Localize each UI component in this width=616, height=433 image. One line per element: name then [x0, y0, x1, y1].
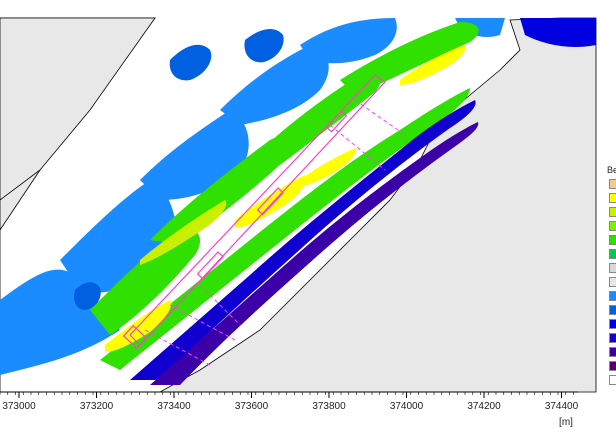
legend-swatch: [609, 263, 616, 273]
legend-swatch: [609, 291, 616, 301]
legend-swatch: [609, 375, 616, 385]
x-axis-tick-label: 373000: [2, 401, 36, 412]
legend-title: Be: [607, 165, 616, 175]
legend-swatch: [609, 221, 616, 231]
legend-swatch: [609, 207, 616, 217]
legend-swatch: [609, 193, 616, 203]
yellow-crests: [105, 45, 466, 352]
x-axis-tick-label: 373400: [157, 401, 191, 412]
legend-swatch: [609, 305, 616, 315]
x-axis-tick-label: 373600: [235, 401, 269, 412]
legend-swatch: [609, 179, 616, 189]
x-axis-minor-ticks: [0, 392, 574, 395]
x-axis-tick-label: 374200: [467, 401, 501, 412]
x-axis: 373000 373200 373400 373600 373800 374000 3742…: [0, 391, 579, 428]
x-axis-tick-label: 373800: [312, 401, 346, 412]
x-axis-unit-label: [m]: [559, 417, 573, 428]
legend-swatch: [609, 333, 616, 343]
profile-lines: [144, 99, 406, 366]
x-axis-tick-label: 373200: [80, 401, 114, 412]
breakwater-structure: [122, 74, 386, 350]
legend-swatch: [609, 361, 616, 371]
x-axis-tick-label: 374400: [545, 401, 579, 412]
dark-channels: [74, 18, 596, 385]
legend-swatch: [609, 319, 616, 329]
legend-swatch: [609, 277, 616, 287]
legend-swatch: [609, 249, 616, 259]
green-bars: [90, 22, 479, 370]
land-area-west: [0, 17, 156, 201]
legend-swatch: [609, 347, 616, 357]
x-axis-major-ticks: 373000 373200 373400 373600 373800 374000 3742…: [2, 392, 579, 412]
x-axis-tick-label: 374000: [390, 401, 424, 412]
legend-swatch: [609, 235, 616, 245]
